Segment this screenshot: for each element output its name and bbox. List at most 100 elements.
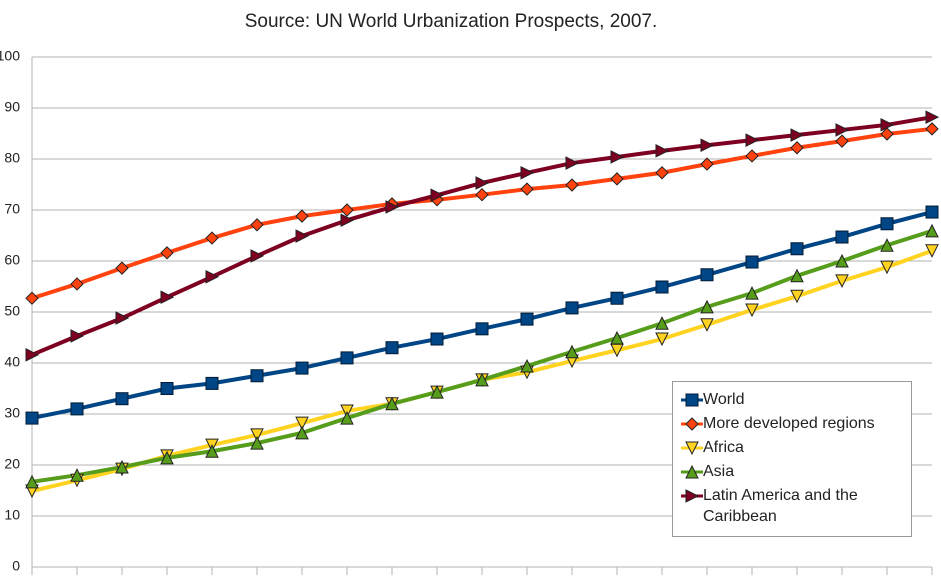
legend-marker bbox=[685, 393, 699, 407]
legend-swatch bbox=[681, 417, 703, 431]
y-tick-label: 50 bbox=[4, 303, 20, 319]
data-point bbox=[340, 351, 354, 365]
data-point bbox=[880, 217, 894, 231]
legend-entry: More developed regions bbox=[681, 413, 903, 434]
y-tick-label: 80 bbox=[4, 150, 20, 166]
data-point bbox=[160, 246, 174, 260]
data-point bbox=[25, 411, 39, 425]
data-point bbox=[835, 274, 849, 289]
data-point bbox=[160, 450, 174, 465]
data-point bbox=[565, 178, 579, 192]
data-point bbox=[835, 134, 849, 148]
data-point bbox=[250, 435, 264, 450]
data-point bbox=[700, 318, 714, 332]
data-point bbox=[475, 176, 490, 190]
legend-label: Africa bbox=[703, 439, 744, 456]
data-point bbox=[115, 459, 129, 474]
data-point bbox=[925, 205, 939, 219]
y-tick-label: 60 bbox=[4, 252, 20, 268]
data-point bbox=[700, 268, 714, 282]
data-point bbox=[925, 244, 939, 258]
legend-marker bbox=[685, 465, 699, 479]
data-point bbox=[115, 311, 130, 325]
data-point bbox=[700, 157, 714, 171]
data-point bbox=[655, 280, 669, 294]
data-point bbox=[790, 289, 804, 304]
data-point bbox=[160, 382, 174, 395]
data-point bbox=[205, 231, 219, 245]
data-point bbox=[25, 348, 40, 362]
y-tick-label: 100 bbox=[0, 48, 20, 64]
data-point bbox=[565, 344, 579, 359]
chart-title: Source: UN World Urbanization Prospects,… bbox=[245, 11, 658, 32]
data-point bbox=[295, 229, 310, 243]
data-point bbox=[475, 372, 489, 387]
data-point bbox=[925, 223, 939, 238]
data-point bbox=[745, 303, 759, 318]
y-tick-label: 30 bbox=[4, 405, 20, 421]
data-point bbox=[340, 410, 354, 425]
data-point bbox=[880, 260, 894, 275]
data-point bbox=[745, 286, 759, 300]
data-point bbox=[340, 404, 354, 419]
data-point bbox=[520, 182, 534, 196]
data-point bbox=[295, 425, 309, 440]
legend-swatch bbox=[681, 465, 703, 479]
data-point bbox=[880, 238, 894, 252]
legend-marker bbox=[685, 489, 700, 503]
data-point bbox=[475, 187, 489, 202]
legend-entry: Africa bbox=[681, 437, 903, 458]
data-point bbox=[250, 218, 264, 232]
data-point bbox=[655, 316, 669, 330]
data-point bbox=[835, 253, 849, 268]
legend-marker bbox=[685, 441, 699, 455]
y-tick-label: 40 bbox=[4, 354, 20, 370]
data-point bbox=[925, 122, 939, 136]
data-point bbox=[115, 392, 129, 406]
data-point bbox=[565, 156, 580, 170]
data-point bbox=[790, 128, 805, 142]
legend-label: More developed regions bbox=[703, 415, 875, 432]
y-tick-label: 70 bbox=[4, 201, 20, 217]
data-point bbox=[25, 291, 39, 305]
data-point bbox=[745, 133, 760, 147]
data-point bbox=[385, 396, 399, 411]
data-point bbox=[700, 138, 715, 153]
data-point bbox=[205, 270, 220, 284]
data-point bbox=[655, 332, 669, 347]
data-point bbox=[250, 369, 264, 383]
data-point bbox=[340, 213, 355, 228]
legend: World More developed regions Africa Asia Lat… bbox=[672, 381, 912, 537]
y-tick-label: 20 bbox=[4, 456, 20, 472]
data-point bbox=[790, 141, 804, 155]
data-point bbox=[520, 165, 535, 180]
data-point bbox=[205, 444, 219, 458]
data-point bbox=[790, 242, 804, 256]
data-point bbox=[880, 127, 894, 141]
data-point bbox=[475, 322, 489, 336]
legend-swatch bbox=[681, 441, 703, 455]
data-point bbox=[610, 150, 625, 164]
y-tick-label: 90 bbox=[4, 99, 20, 115]
data-point bbox=[925, 110, 940, 124]
data-point bbox=[250, 249, 265, 263]
data-point bbox=[610, 291, 624, 305]
data-point bbox=[610, 172, 624, 186]
data-point bbox=[70, 329, 85, 343]
data-point bbox=[160, 290, 175, 305]
data-point bbox=[205, 376, 219, 390]
data-point bbox=[520, 358, 534, 373]
data-point bbox=[835, 123, 850, 137]
data-point bbox=[115, 261, 129, 275]
data-point bbox=[70, 277, 84, 291]
data-point bbox=[745, 149, 759, 163]
data-point bbox=[565, 301, 579, 315]
data-point bbox=[430, 384, 444, 399]
legend-label: Asia bbox=[703, 463, 735, 480]
legend-label: Latin America and the Caribbean bbox=[703, 487, 858, 525]
legend-swatch bbox=[681, 393, 703, 407]
legend-swatch bbox=[681, 489, 703, 503]
data-point bbox=[25, 474, 39, 489]
